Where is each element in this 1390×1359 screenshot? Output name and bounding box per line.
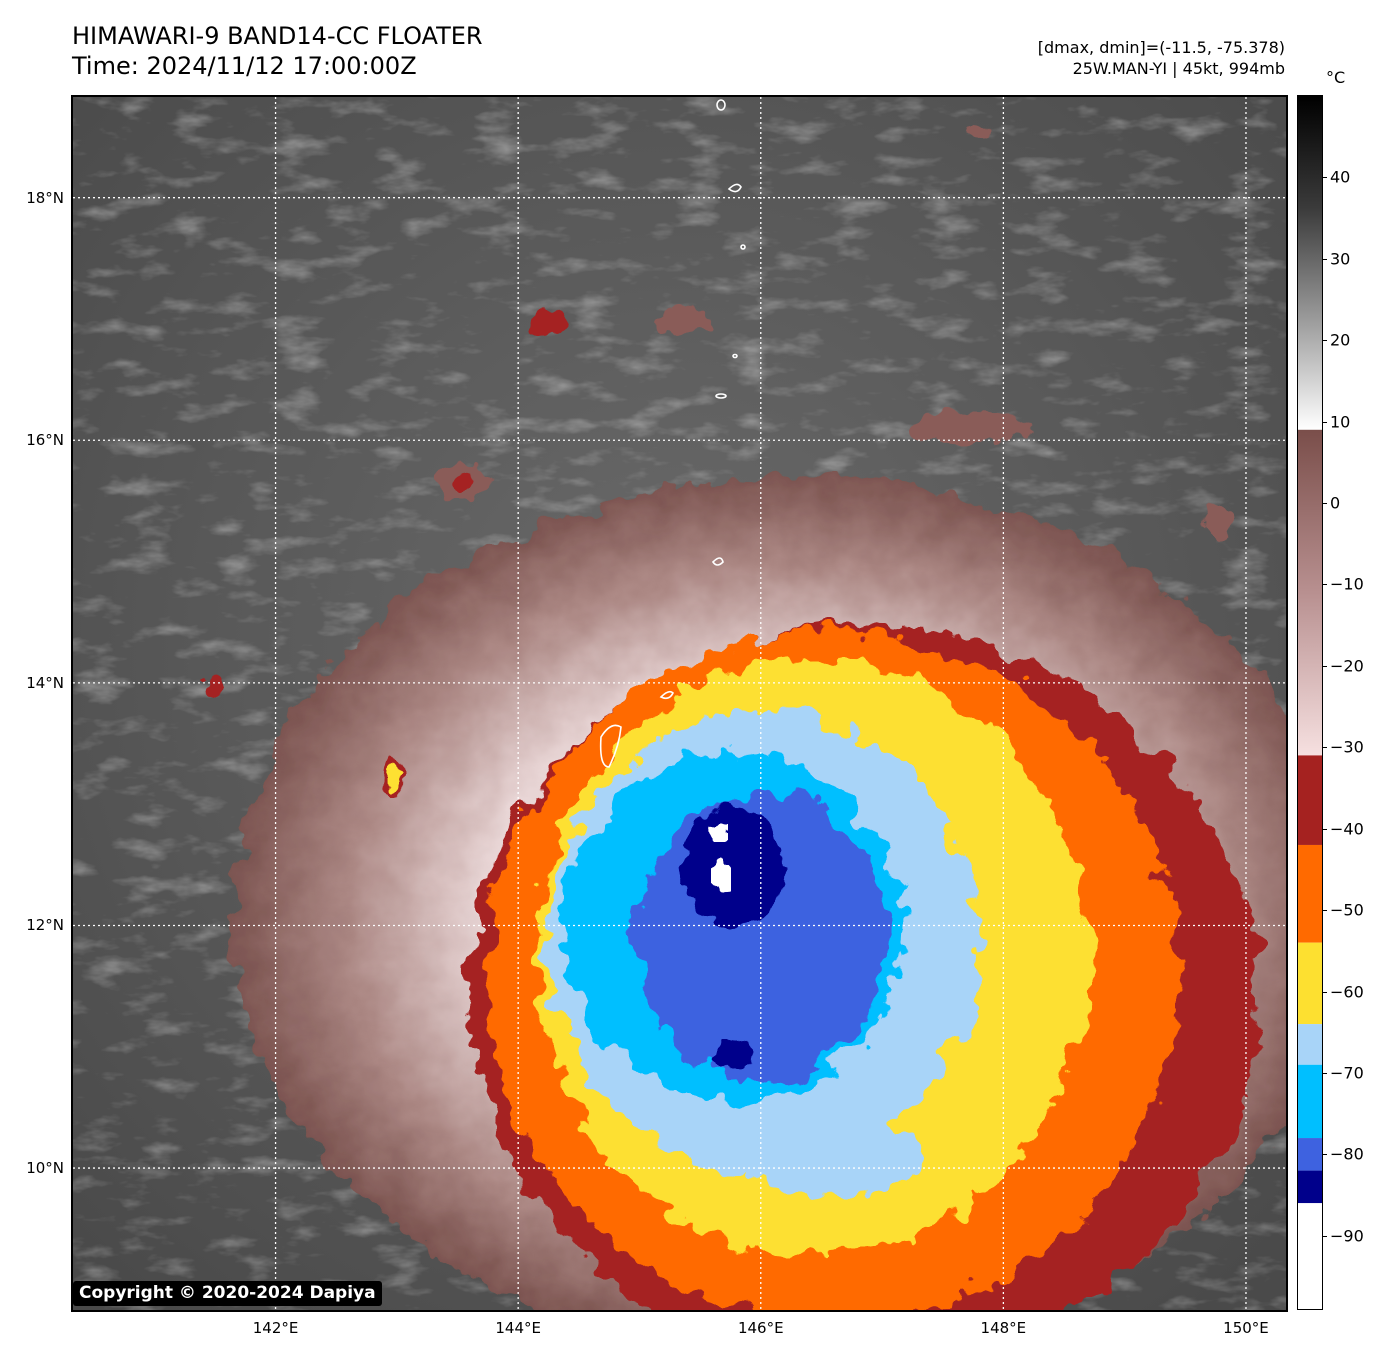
- colorbar-tick-mark: [1322, 1154, 1327, 1156]
- colorbar-gradient: [1298, 96, 1322, 1309]
- colorbar-segment: [1298, 1203, 1322, 1309]
- lon-tick-label: 146°E: [737, 1319, 784, 1337]
- map-title: HIMAWARI-9 BAND14-CC FLOATER: [72, 22, 483, 50]
- colorbar-tick-label: −10: [1330, 574, 1364, 594]
- colorbar-segment: [1298, 755, 1322, 845]
- colorbar-segment: [1298, 96, 1322, 430]
- storm-info-label: 25W.MAN-YI | 45kt, 994mb: [1072, 59, 1285, 78]
- colorbar-tick-label: −20: [1330, 656, 1364, 676]
- colorbar-segment: [1298, 1138, 1322, 1171]
- colorbar-tick-mark: [1322, 177, 1327, 179]
- colorbar: [1297, 95, 1323, 1310]
- lon-tick-label: 144°E: [495, 1319, 541, 1337]
- temperature-range-label: [dmax, dmin]=(-11.5, -75.378): [1037, 38, 1285, 57]
- lat-tick-label: 10°N: [26, 1159, 64, 1178]
- colorbar-segment: [1298, 429, 1322, 756]
- copyright-badge: Copyright © 2020-2024 Dapiya: [73, 1281, 382, 1306]
- lat-lon-gridlines: [73, 97, 1286, 1310]
- satellite-map[interactable]: [71, 95, 1288, 1312]
- lon-tick-label: 150°E: [1223, 1319, 1269, 1337]
- colorbar-tick-mark: [1322, 421, 1327, 423]
- colorbar-tick-label: 30: [1330, 249, 1351, 269]
- core-white-top: [710, 824, 726, 840]
- colorbar-segment: [1298, 942, 1322, 1025]
- coastlines: [599, 99, 746, 768]
- colorbar-segment: [1298, 844, 1322, 943]
- lon-tick-label: 148°E: [980, 1319, 1027, 1337]
- colorbar-tick-mark: [1322, 258, 1327, 260]
- colorbar-tick-mark: [1322, 503, 1327, 505]
- band-light-blue-south: [743, 1117, 923, 1197]
- lon-tick-label: 142°E: [252, 1319, 299, 1337]
- colorbar-tick-mark: [1322, 1235, 1327, 1237]
- colorbar-tick-label: 20: [1330, 330, 1351, 350]
- colorbar-tick-mark: [1322, 665, 1327, 667]
- colorbar-tick-mark: [1322, 991, 1327, 993]
- colorbar-tick-mark: [1322, 584, 1327, 586]
- lat-tick-label: 16°N: [26, 431, 64, 450]
- lat-tick-label: 18°N: [26, 188, 64, 207]
- colorbar-segment: [1298, 1064, 1322, 1139]
- colorbar-segment: [1298, 1024, 1322, 1065]
- colorbar-tick-label: −40: [1330, 819, 1364, 839]
- colorbar-tick-label: −50: [1330, 900, 1364, 920]
- colorbar-tick-mark: [1322, 1072, 1327, 1074]
- colorbar-tick-mark: [1322, 910, 1327, 912]
- colorbar-tick-label: −60: [1330, 982, 1364, 1001]
- storm-cloud-shield: [233, 477, 1286, 1310]
- colorbar-tick-label: −70: [1330, 1063, 1364, 1083]
- colorbar-tick-label: 10: [1330, 412, 1351, 432]
- colorbar-tick-label: 0: [1330, 493, 1341, 513]
- lat-tick-label: 12°N: [26, 916, 64, 935]
- colorbar-unit: °C: [1326, 68, 1346, 87]
- colorbar-tick-label: −30: [1330, 737, 1364, 757]
- colorbar-tick-mark: [1322, 340, 1327, 342]
- band-navy-south: [713, 1042, 753, 1072]
- colorbar-tick-label: −90: [1330, 1226, 1364, 1246]
- core-white: [713, 861, 729, 893]
- colorbar-tick-label: 40: [1330, 167, 1351, 187]
- colorbar-tick-label: −80: [1330, 1144, 1364, 1164]
- convective-cells: [203, 122, 1230, 799]
- band-navy: [683, 807, 783, 927]
- colorbar-tick-mark: [1322, 828, 1327, 830]
- lat-tick-label: 14°N: [26, 673, 64, 692]
- satellite-image: [73, 97, 1286, 1310]
- colorbar-segment: [1298, 1170, 1322, 1204]
- map-timestamp: Time: 2024/11/12 17:00:00Z: [72, 52, 417, 80]
- colorbar-tick-mark: [1322, 747, 1327, 749]
